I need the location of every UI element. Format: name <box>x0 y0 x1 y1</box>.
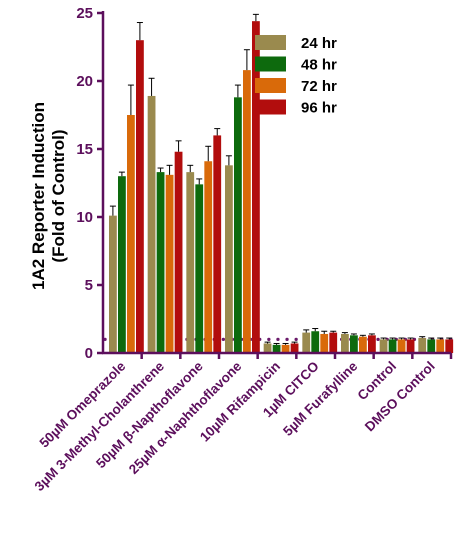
y-axis-title: 1A2 Reporter Induction (Fold of Control) <box>29 102 68 290</box>
bar-72-hr-6 <box>359 336 367 353</box>
category-label-8: DMSO Control <box>362 359 438 435</box>
bar-96-hr-3 <box>252 21 260 353</box>
bar-96-hr-5 <box>329 332 338 353</box>
bar-48-hr-1 <box>156 172 165 353</box>
legend: 24 hr 48 hr 72 hr 96 hr <box>255 35 337 117</box>
bar-72-hr-7 <box>397 339 406 353</box>
bar-48-hr-8 <box>427 339 436 353</box>
bar-48-hr-3 <box>234 97 242 353</box>
bar-24-hr-8 <box>418 338 427 353</box>
y-tick-label-15: 15 <box>76 141 93 158</box>
bar-24-hr-6 <box>341 333 349 353</box>
bar-24-hr-3 <box>225 165 233 353</box>
y-axis-title-line2: (Fold of Control) <box>49 129 68 262</box>
bar-24-hr-2 <box>186 172 195 353</box>
bar-24-hr-4 <box>263 343 272 353</box>
bar-96-hr-1 <box>174 151 183 353</box>
bar-72-hr-3 <box>243 70 251 354</box>
bar-96-hr-4 <box>290 343 299 353</box>
bar-72-hr-2 <box>204 161 213 353</box>
y-tick-label-0: 0 <box>85 345 93 362</box>
legend-label-3: 96 hr <box>301 100 337 117</box>
bar-96-hr-7 <box>406 339 415 353</box>
y-tick-label-25: 25 <box>76 5 93 22</box>
bar-96-hr-0 <box>136 40 144 353</box>
legend-swatch-2 <box>255 78 286 93</box>
legend-label-2: 72 hr <box>301 78 337 95</box>
bar-96-hr-6 <box>368 335 376 353</box>
y-axis-title-line1: 1A2 Reporter Induction <box>29 102 48 290</box>
legend-label-0: 24 hr <box>301 35 337 52</box>
bar-24-hr-0 <box>109 215 117 353</box>
y-tick-label-10: 10 <box>76 209 93 226</box>
y-tick-label-5: 5 <box>85 277 93 294</box>
bars-layer <box>109 13 454 354</box>
bar-96-hr-8 <box>445 339 454 353</box>
bar-24-hr-5 <box>302 332 311 353</box>
y-tick-label-20: 20 <box>76 73 93 90</box>
bar-48-hr-5 <box>311 331 320 353</box>
bar-72-hr-1 <box>165 174 174 353</box>
bar-24-hr-7 <box>379 339 388 353</box>
bar-48-hr-4 <box>272 344 281 353</box>
legend-swatch-3 <box>255 99 286 115</box>
bar-24-hr-1 <box>147 95 156 354</box>
bar-72-hr-8 <box>436 339 445 353</box>
bar-48-hr-2 <box>195 184 204 353</box>
bar-96-hr-2 <box>213 135 222 353</box>
bar-48-hr-6 <box>350 335 358 353</box>
bar-48-hr-0 <box>118 176 126 353</box>
bar-48-hr-7 <box>388 339 397 353</box>
bar-72-hr-0 <box>127 115 135 353</box>
legend-label-1: 48 hr <box>301 57 337 74</box>
legend-swatch-1 <box>255 56 286 72</box>
legend-swatch-0 <box>255 35 286 50</box>
bar-72-hr-4 <box>281 344 290 353</box>
bar-72-hr-5 <box>320 333 329 353</box>
